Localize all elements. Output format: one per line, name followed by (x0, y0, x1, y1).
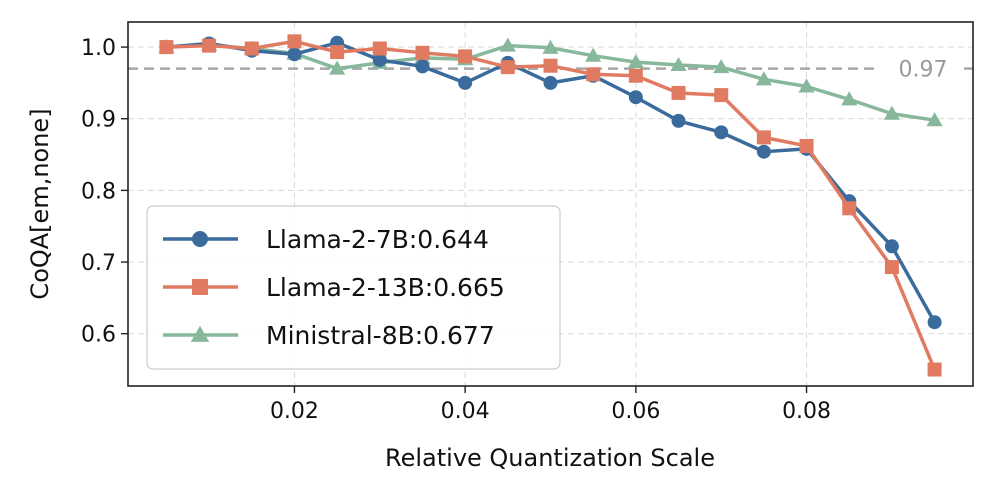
legend-label: Llama-2-7B:0.644 (266, 225, 489, 254)
series-1 (159, 34, 942, 377)
legend-box (146, 205, 561, 370)
data-point (542, 39, 559, 54)
data-point (372, 41, 387, 56)
data-point (799, 138, 814, 153)
series-group (158, 34, 943, 377)
data-point (287, 47, 302, 62)
data-point (756, 130, 771, 145)
data-point (627, 54, 644, 69)
data-point (671, 113, 686, 128)
legend-label: Ministral-8B:0.677 (266, 321, 495, 350)
data-point (586, 67, 601, 82)
data-point (202, 38, 217, 53)
data-point (330, 45, 345, 60)
x-tick-label: 0.02 (270, 399, 319, 424)
data-point (841, 91, 858, 106)
data-point (927, 362, 942, 377)
data-point (884, 239, 899, 254)
data-point (671, 85, 686, 100)
x-axis-label: Relative Quantization Scale (385, 444, 715, 472)
data-point (714, 88, 729, 103)
legend-swatch-marker (192, 231, 208, 247)
data-point (415, 59, 430, 74)
y-tick-label: 0.8 (81, 179, 116, 204)
data-point (755, 71, 772, 86)
legend-swatch-marker (190, 325, 210, 342)
x-tick-label: 0.06 (611, 399, 660, 424)
y-tick-label: 0.6 (81, 323, 116, 348)
data-point (883, 105, 900, 120)
data-point (842, 201, 857, 216)
x-tick-label: 0.04 (441, 399, 490, 424)
data-point (543, 58, 558, 73)
data-point (927, 315, 942, 330)
data-point (884, 260, 899, 275)
axis-ticks: 0.02 0.04 0.06 0.08 0.6 0.7 0.8 0.9 1.0 (81, 36, 831, 424)
data-point (543, 75, 558, 90)
legend: Llama-2-7B:0.644 Llama-2-13B:0.665 Ministr… (146, 205, 561, 370)
x-tick-label: 0.08 (782, 399, 831, 424)
data-point (159, 40, 174, 55)
y-tick-label: 0.9 (81, 108, 116, 133)
y-tick-label: 1.0 (81, 36, 116, 61)
data-point (756, 144, 771, 159)
data-point (628, 68, 643, 83)
data-point (628, 90, 643, 105)
data-point (244, 41, 259, 56)
data-point (500, 60, 515, 75)
data-point (458, 75, 473, 90)
reference-line-label: 0.97 (899, 58, 948, 83)
data-point (713, 59, 730, 74)
legend-label: Llama-2-13B:0.665 (266, 273, 505, 302)
data-point (499, 37, 516, 52)
data-point (329, 60, 346, 75)
data-point (926, 112, 943, 127)
y-axis-label: CoQA[em,none] (26, 108, 54, 299)
legend-swatch-marker (192, 279, 208, 295)
data-point (372, 52, 387, 67)
data-point (287, 34, 302, 49)
data-point (415, 45, 430, 60)
plot-frame (127, 21, 974, 387)
data-point (798, 78, 815, 93)
data-point (670, 56, 687, 72)
data-point (458, 49, 473, 64)
data-point (585, 47, 602, 62)
data-point (714, 125, 729, 140)
y-tick-label: 0.7 (81, 251, 116, 276)
